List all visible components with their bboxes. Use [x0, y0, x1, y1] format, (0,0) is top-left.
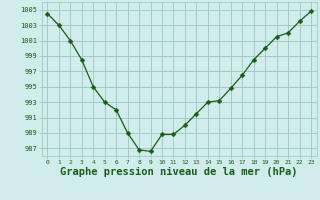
X-axis label: Graphe pression niveau de la mer (hPa): Graphe pression niveau de la mer (hPa): [60, 167, 298, 177]
